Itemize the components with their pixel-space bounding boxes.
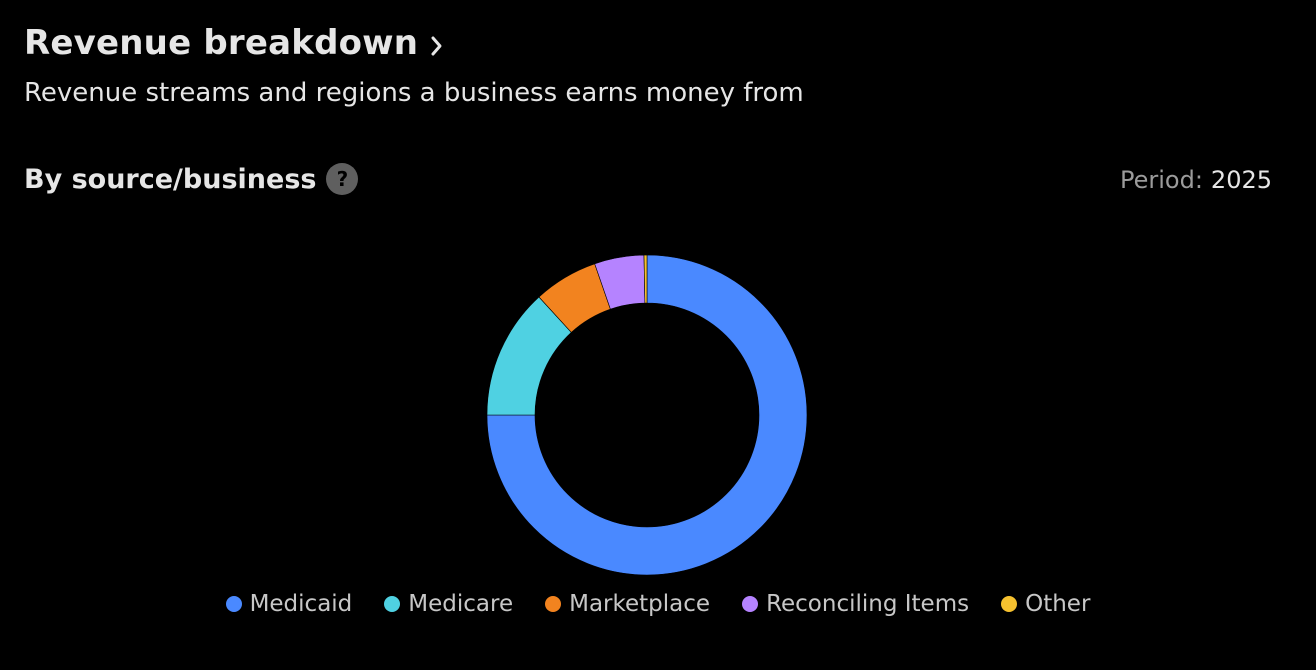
legend-item-medicaid[interactable]: Medicaid: [225, 591, 353, 617]
legend-label-medicaid: Medicaid: [249, 591, 353, 617]
page-title: Revenue breakdown: [24, 23, 419, 63]
legend-item-other[interactable]: Other: [1001, 591, 1090, 617]
donut-slice-other[interactable]: [643, 254, 648, 304]
section-title: By source/business: [24, 163, 317, 195]
chart-legend: Medicaid Medicare Marketplace Reconcilin…: [0, 591, 1316, 617]
legend-label-other: Other: [1025, 591, 1091, 617]
title-row: Revenue breakdown: [24, 18, 1284, 68]
section-header: By source/business ? Period: 2025: [24, 158, 1272, 202]
donut-chart: [482, 250, 812, 580]
page-subtitle: Revenue streams and regions a business e…: [24, 78, 804, 108]
legend-label-reconciling-items: Reconciling Items: [766, 591, 970, 617]
legend-label-marketplace: Marketplace: [569, 591, 711, 617]
help-icon[interactable]: ?: [326, 163, 359, 195]
legend-dot-reconciling-items: [742, 596, 759, 612]
legend-item-medicare[interactable]: Medicare: [384, 591, 513, 617]
header: Revenue breakdown Revenue streams and re…: [24, 18, 1284, 108]
section-title-wrap: By source/business ?: [24, 158, 359, 200]
chevron-right-icon[interactable]: [428, 34, 446, 58]
period-readout: Period: 2025: [1120, 166, 1272, 194]
legend-item-marketplace[interactable]: Marketplace: [545, 591, 710, 617]
donut-slice-medicaid[interactable]: [486, 254, 808, 576]
legend-item-reconciling-items[interactable]: Reconciling Items: [742, 591, 969, 617]
legend-dot-marketplace: [545, 596, 562, 612]
legend-label-medicare: Medicare: [408, 591, 514, 617]
legend-dot-other: [1001, 596, 1018, 612]
legend-dot-medicaid: [225, 596, 242, 612]
period-label: Period:: [1120, 166, 1203, 194]
donut-chart-svg: [486, 254, 808, 576]
period-value: 2025: [1210, 166, 1272, 194]
legend-dot-medicare: [384, 596, 401, 612]
